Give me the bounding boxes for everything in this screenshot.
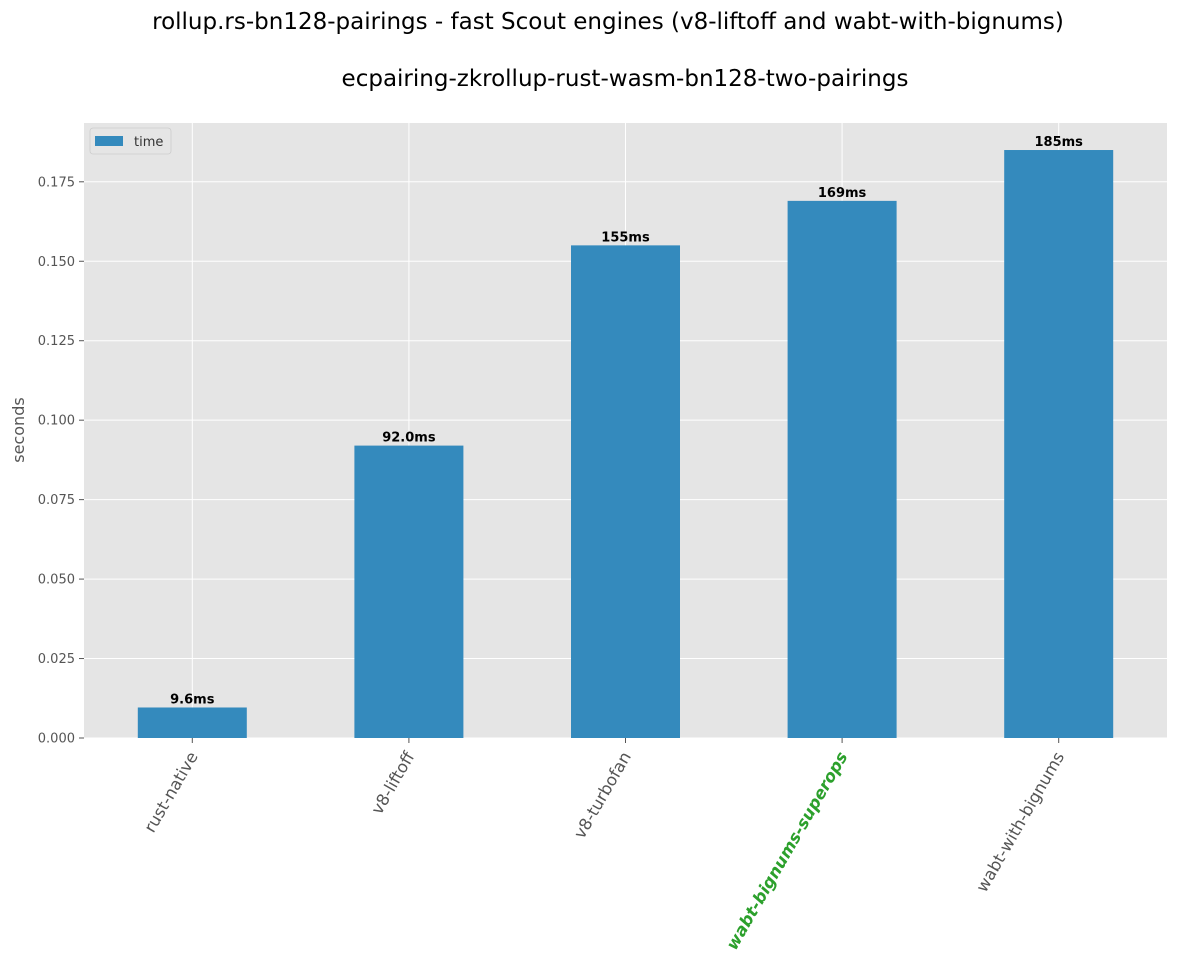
y-tick-label: 0.025 (38, 652, 75, 667)
legend-label: time (134, 135, 163, 150)
legend-swatch (95, 136, 123, 146)
bar-value-label: 185ms (1034, 135, 1083, 150)
bar-value-label: 155ms (601, 230, 650, 245)
y-tick-label: 0.000 (38, 732, 75, 747)
y-tick-label: 0.150 (38, 255, 75, 270)
chart-title: ecpairing-zkrollup-rust-wasm-bn128-two-p… (342, 66, 909, 92)
bar-value-label: 169ms (818, 186, 867, 201)
bars: 9.6ms 92.0ms 155ms 169ms 185ms (137, 135, 1114, 739)
y-tick-label: 0.075 (38, 493, 75, 508)
bar (354, 445, 464, 738)
x-tick-label: wabt-with-bignums (972, 749, 1068, 896)
x-tick-label: v8-turbofan (570, 749, 635, 842)
x-tick-label: wabt-bignums-superops (722, 748, 851, 953)
chart-suptitle: rollup.rs-bn128-pairings - fast Scout en… (152, 9, 1064, 35)
bar (1004, 150, 1114, 738)
bar (137, 707, 247, 738)
legend-box (89, 127, 172, 155)
bar (571, 245, 680, 739)
y-axis-label: seconds (9, 397, 28, 462)
bar (787, 200, 897, 738)
bar-value-label: 9.6ms (170, 692, 215, 707)
y-tick-label: 0.050 (38, 573, 75, 588)
bar-value-label: 92.0ms (382, 431, 436, 446)
legend: time (89, 127, 172, 155)
y-tick-label: 0.175 (38, 175, 75, 190)
y-tick-label: 0.100 (38, 414, 75, 429)
x-tick-label: rust-native (140, 749, 201, 836)
x-tick-label: v8-liftoff (367, 748, 418, 818)
y-tick-label: 0.125 (38, 334, 75, 349)
